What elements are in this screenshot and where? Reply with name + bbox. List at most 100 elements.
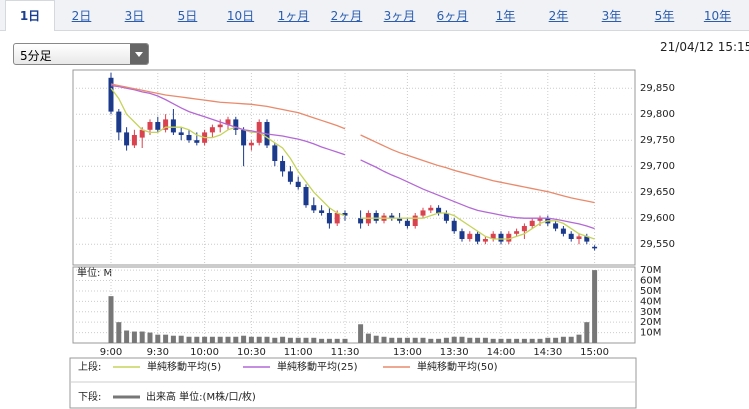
candle-body (436, 207, 442, 213)
volume-frame (72, 266, 636, 344)
tab[interactable]: 6ヶ月 (436, 9, 469, 23)
candle-body (592, 246, 598, 249)
volume-bar (467, 337, 473, 343)
candle-body (529, 220, 535, 226)
volume-bar (202, 336, 208, 343)
candle-body (373, 213, 379, 221)
x-tick-label: 11:00 (284, 347, 313, 358)
y-tick-label: 29,550 (640, 239, 675, 250)
candle-body (241, 129, 247, 146)
tab[interactable]: 1日 (5, 0, 55, 31)
legend-label: 単純移動平均(25) (277, 360, 358, 373)
x-tick-label: 9:30 (147, 347, 169, 358)
volume-bar (272, 337, 278, 343)
tab[interactable]: 2年 (548, 9, 569, 23)
candle-body (428, 207, 434, 211)
tab[interactable]: 3年 (601, 9, 622, 23)
y-tick-label: 30M (640, 307, 661, 318)
volume-bar (326, 338, 332, 343)
candle-body (537, 218, 543, 221)
volume-bar (147, 332, 153, 343)
interval-select[interactable]: 5分足 (13, 43, 149, 65)
x-tick-label: 15:00 (580, 347, 609, 358)
candle-body (568, 233, 574, 239)
y-tick-label: 20M (640, 317, 661, 328)
volume-bar (568, 336, 574, 343)
candle-body (404, 220, 410, 226)
volume-bar (287, 337, 293, 343)
candle-body (326, 213, 332, 224)
candle-body (420, 210, 426, 216)
candle-body (272, 145, 278, 161)
volume-bar (428, 338, 434, 343)
candle-body (334, 213, 340, 224)
volume-bar (443, 337, 449, 343)
tab[interactable]: 2ヶ月 (330, 9, 363, 23)
select-text: 5分足 (20, 49, 52, 63)
legend-label: 単純移動平均(5) (147, 360, 221, 373)
volume-bar (412, 337, 418, 343)
volume-bar (358, 324, 364, 343)
volume-bar (545, 337, 551, 343)
candle-body (498, 233, 504, 242)
candle-body (186, 135, 192, 141)
candle-body (155, 122, 161, 130)
x-tick-label: 10:00 (190, 347, 219, 358)
y-tick-label: 10M (640, 328, 661, 339)
candle-body (248, 142, 254, 146)
y-tick-label: 29,700 (640, 161, 675, 172)
candle-body (225, 119, 231, 125)
volume-bar (303, 337, 309, 343)
candle-body (124, 132, 130, 146)
candle-body (490, 233, 496, 239)
candle-body (131, 135, 137, 146)
volume-bar (490, 338, 496, 343)
tab-bar: 1日 2日 3日 5日 10日 1ヶ月 2ヶ月 3ヶ月 6ヶ月 1年 2年 3年… (0, 0, 749, 31)
volume-bar (560, 336, 566, 343)
y-tick-label: 50M (640, 286, 661, 297)
candle-body (233, 119, 239, 130)
volume-bar (194, 336, 200, 343)
candle-body (295, 181, 301, 187)
volume-bar (124, 330, 130, 343)
ma-line (110, 87, 595, 240)
legend-label: 出来高 単位:(M株/口/枚) (146, 390, 256, 403)
tab[interactable]: 3ヶ月 (383, 9, 416, 23)
y-tick-label: 29,750 (640, 135, 675, 146)
tab[interactable]: 10年 (703, 9, 732, 23)
ma-line (110, 84, 595, 230)
volume-bar (537, 338, 543, 343)
volume-bar (163, 334, 169, 343)
volume-bar (233, 336, 239, 343)
legend-upper: 上段: (78, 360, 101, 373)
candle-body (514, 231, 520, 234)
tab[interactable]: 3日 (124, 9, 145, 23)
candle-body (116, 111, 122, 133)
legend-label: 単純移動平均(50) (417, 360, 498, 373)
volume-bar (155, 334, 161, 343)
tab[interactable]: 2日 (71, 9, 92, 23)
timestamp: 21/04/12 15:15 (660, 40, 749, 54)
candle-body (459, 231, 465, 239)
tab[interactable]: 10日 (226, 9, 255, 23)
tab[interactable]: 1ヶ月 (277, 9, 310, 23)
volume-bar (217, 336, 223, 343)
tab[interactable]: 5日 (177, 9, 198, 23)
volume-bar (241, 335, 247, 343)
volume-bar (436, 338, 442, 343)
volume-bar (186, 336, 192, 343)
volume-bar (319, 338, 325, 343)
y-tick-label: 29,850 (640, 83, 675, 94)
candle-body (475, 233, 481, 242)
volume-bar (311, 337, 317, 343)
tab[interactable]: 5年 (654, 9, 675, 23)
candle-body (319, 210, 325, 213)
volume-bar (116, 322, 122, 343)
tab[interactable]: 1年 (495, 9, 516, 23)
volume-bar (553, 337, 559, 343)
volume-bar (170, 335, 176, 343)
volume-bar (131, 331, 137, 343)
candle-body (217, 124, 223, 128)
volume-bar (482, 337, 488, 343)
